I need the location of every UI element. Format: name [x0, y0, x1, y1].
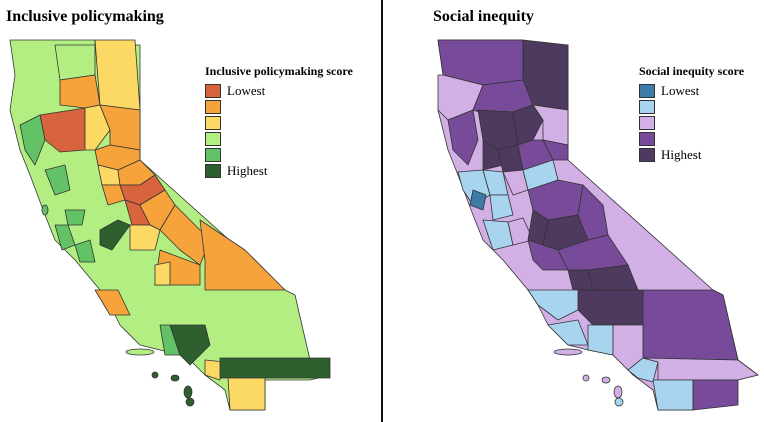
legend-row	[205, 147, 353, 163]
legend-row	[639, 115, 744, 131]
left-panel-title: Inclusive policymaking	[6, 8, 164, 25]
legend-label: Highest	[227, 163, 268, 178]
county-region	[154, 261, 171, 286]
right-california-map	[437, 39, 759, 411]
legend-row	[205, 99, 353, 115]
legend-swatch	[205, 116, 221, 130]
right-panel-title: Social inequity	[433, 8, 534, 25]
island	[183, 385, 193, 399]
county-region	[652, 379, 694, 411]
left-legend: Inclusive policymaking score Lowest High…	[205, 64, 353, 179]
county-region	[627, 357, 659, 383]
legend-swatch	[639, 84, 655, 98]
county-region	[99, 219, 131, 251]
island	[151, 371, 159, 379]
island	[125, 348, 155, 356]
legend-label: Lowest	[661, 83, 700, 98]
legend-row: Lowest	[205, 83, 353, 99]
county-region	[642, 289, 739, 361]
island	[185, 397, 195, 407]
county-region	[227, 377, 266, 411]
legend-swatch	[205, 148, 221, 162]
legend-swatch	[205, 84, 221, 98]
left-california-map	[9, 39, 331, 411]
island	[170, 374, 180, 382]
island	[582, 374, 590, 382]
legend-swatch	[205, 100, 221, 114]
county-region	[199, 219, 286, 291]
island	[614, 397, 624, 407]
island	[553, 348, 583, 356]
county-region	[447, 109, 479, 166]
county-region	[577, 184, 609, 241]
legend-label: Highest	[661, 147, 702, 162]
county-region	[692, 379, 739, 411]
county-region	[94, 289, 131, 316]
right-legend-title: Social inequity score	[639, 64, 745, 78]
left-legend-title: Inclusive policymaking score	[205, 64, 353, 78]
county-region	[84, 104, 111, 151]
county-region	[489, 194, 514, 221]
island	[41, 204, 49, 216]
county-region	[94, 39, 141, 111]
right-legend: Social inequity score Lowest Highest	[639, 64, 744, 163]
island	[601, 376, 611, 384]
county-region	[169, 324, 211, 366]
legend-row	[639, 131, 744, 147]
legend-swatch	[639, 116, 655, 130]
county-region	[64, 209, 86, 226]
legend-row	[205, 131, 353, 147]
left-panel: Inclusive policymaking	[0, 0, 381, 422]
legend-row: Lowest	[639, 83, 744, 99]
legend-swatch	[639, 132, 655, 146]
legend-swatch	[205, 164, 221, 178]
county-region	[469, 189, 487, 211]
county-region	[219, 357, 331, 379]
county-region	[44, 164, 71, 196]
legend-row: Highest	[639, 147, 744, 163]
county-region	[512, 104, 544, 146]
right-panel: Social inequity	[383, 0, 764, 422]
county-region	[19, 114, 46, 166]
county-region	[587, 324, 614, 356]
county-region	[129, 224, 161, 251]
county-region	[527, 239, 569, 271]
legend-row	[639, 99, 744, 115]
legend-row	[205, 115, 353, 131]
legend-label: Lowest	[227, 83, 266, 98]
county-region	[527, 289, 579, 321]
panel-divider	[381, 0, 383, 422]
county-region	[642, 357, 759, 381]
county-region	[59, 74, 101, 109]
legend-swatch	[639, 100, 655, 114]
island	[613, 385, 623, 399]
legend-row: Highest	[205, 163, 353, 179]
county-region	[54, 44, 96, 81]
legend-swatch	[205, 132, 221, 146]
legend-swatch	[639, 148, 655, 162]
county-region	[542, 139, 569, 161]
county-region	[577, 289, 644, 326]
county-region	[74, 239, 96, 263]
